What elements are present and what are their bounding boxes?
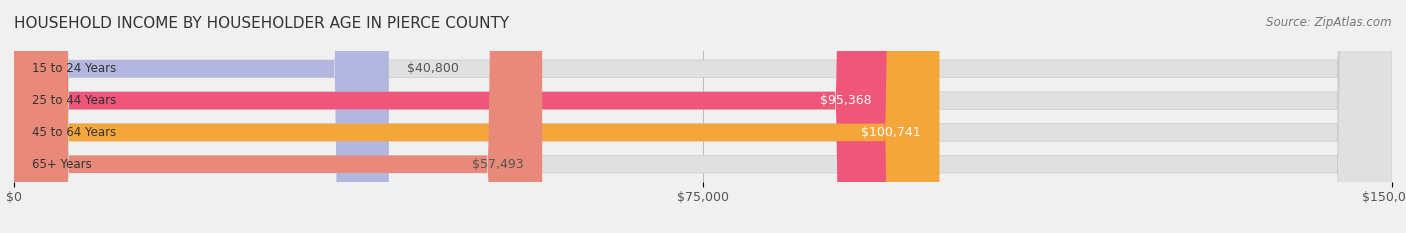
FancyBboxPatch shape — [14, 0, 389, 233]
FancyBboxPatch shape — [14, 0, 1392, 233]
Text: $100,741: $100,741 — [862, 126, 921, 139]
Text: $95,368: $95,368 — [820, 94, 872, 107]
Text: 45 to 64 Years: 45 to 64 Years — [32, 126, 117, 139]
FancyBboxPatch shape — [14, 0, 1392, 233]
Text: HOUSEHOLD INCOME BY HOUSEHOLDER AGE IN PIERCE COUNTY: HOUSEHOLD INCOME BY HOUSEHOLDER AGE IN P… — [14, 16, 509, 31]
FancyBboxPatch shape — [14, 0, 1392, 233]
Text: $40,800: $40,800 — [408, 62, 460, 75]
FancyBboxPatch shape — [14, 0, 1392, 233]
Text: 25 to 44 Years: 25 to 44 Years — [32, 94, 117, 107]
FancyBboxPatch shape — [14, 0, 939, 233]
FancyBboxPatch shape — [14, 0, 543, 233]
Text: $57,493: $57,493 — [472, 158, 524, 171]
Text: Source: ZipAtlas.com: Source: ZipAtlas.com — [1267, 16, 1392, 29]
Text: 65+ Years: 65+ Years — [32, 158, 93, 171]
Text: 15 to 24 Years: 15 to 24 Years — [32, 62, 117, 75]
FancyBboxPatch shape — [14, 0, 890, 233]
